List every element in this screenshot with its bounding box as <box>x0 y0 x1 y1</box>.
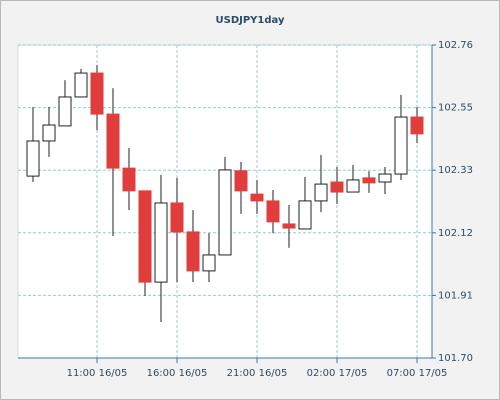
x-tick-label: 02:00 17/05 <box>307 368 368 379</box>
candle-body <box>74 72 88 98</box>
candle-body <box>26 140 40 177</box>
candle-body <box>346 179 360 193</box>
candle-body <box>202 254 216 272</box>
x-tick-label: 07:00 17/05 <box>387 368 448 379</box>
candle-body <box>58 96 72 127</box>
candle-body <box>122 167 136 192</box>
y-tick-label: 101.91 <box>438 290 473 301</box>
candle-body <box>154 202 168 283</box>
candle-body <box>298 200 312 230</box>
candle-body <box>90 72 104 115</box>
candle-body <box>234 170 248 192</box>
candle-body <box>266 200 280 223</box>
x-tick-label: 11:00 16/05 <box>67 368 128 379</box>
x-tick-label: 16:00 16/05 <box>147 368 208 379</box>
candle-body <box>170 202 184 233</box>
x-tick-label: 21:00 16/05 <box>227 368 288 379</box>
y-tick-label: 102.12 <box>438 228 473 239</box>
candle-body <box>250 193 264 202</box>
candle-body <box>106 113 120 169</box>
candle-body <box>42 124 56 142</box>
candle-body <box>218 169 232 256</box>
candle-body <box>138 190 152 283</box>
candle-body <box>410 116 424 135</box>
chart-title: USDJPY1day <box>216 15 285 26</box>
candle-body <box>362 177 376 184</box>
y-tick-label: 101.70 <box>438 353 473 364</box>
y-tick-label: 102.33 <box>438 165 473 176</box>
candle-body <box>330 181 344 193</box>
y-tick-label: 102.55 <box>438 103 473 114</box>
candle-body <box>378 173 392 183</box>
candle-body <box>394 116 408 175</box>
candle-body <box>314 183 328 202</box>
y-tick-label: 102.76 <box>438 40 473 51</box>
candle-body <box>282 223 296 229</box>
candle-body <box>186 231 200 272</box>
